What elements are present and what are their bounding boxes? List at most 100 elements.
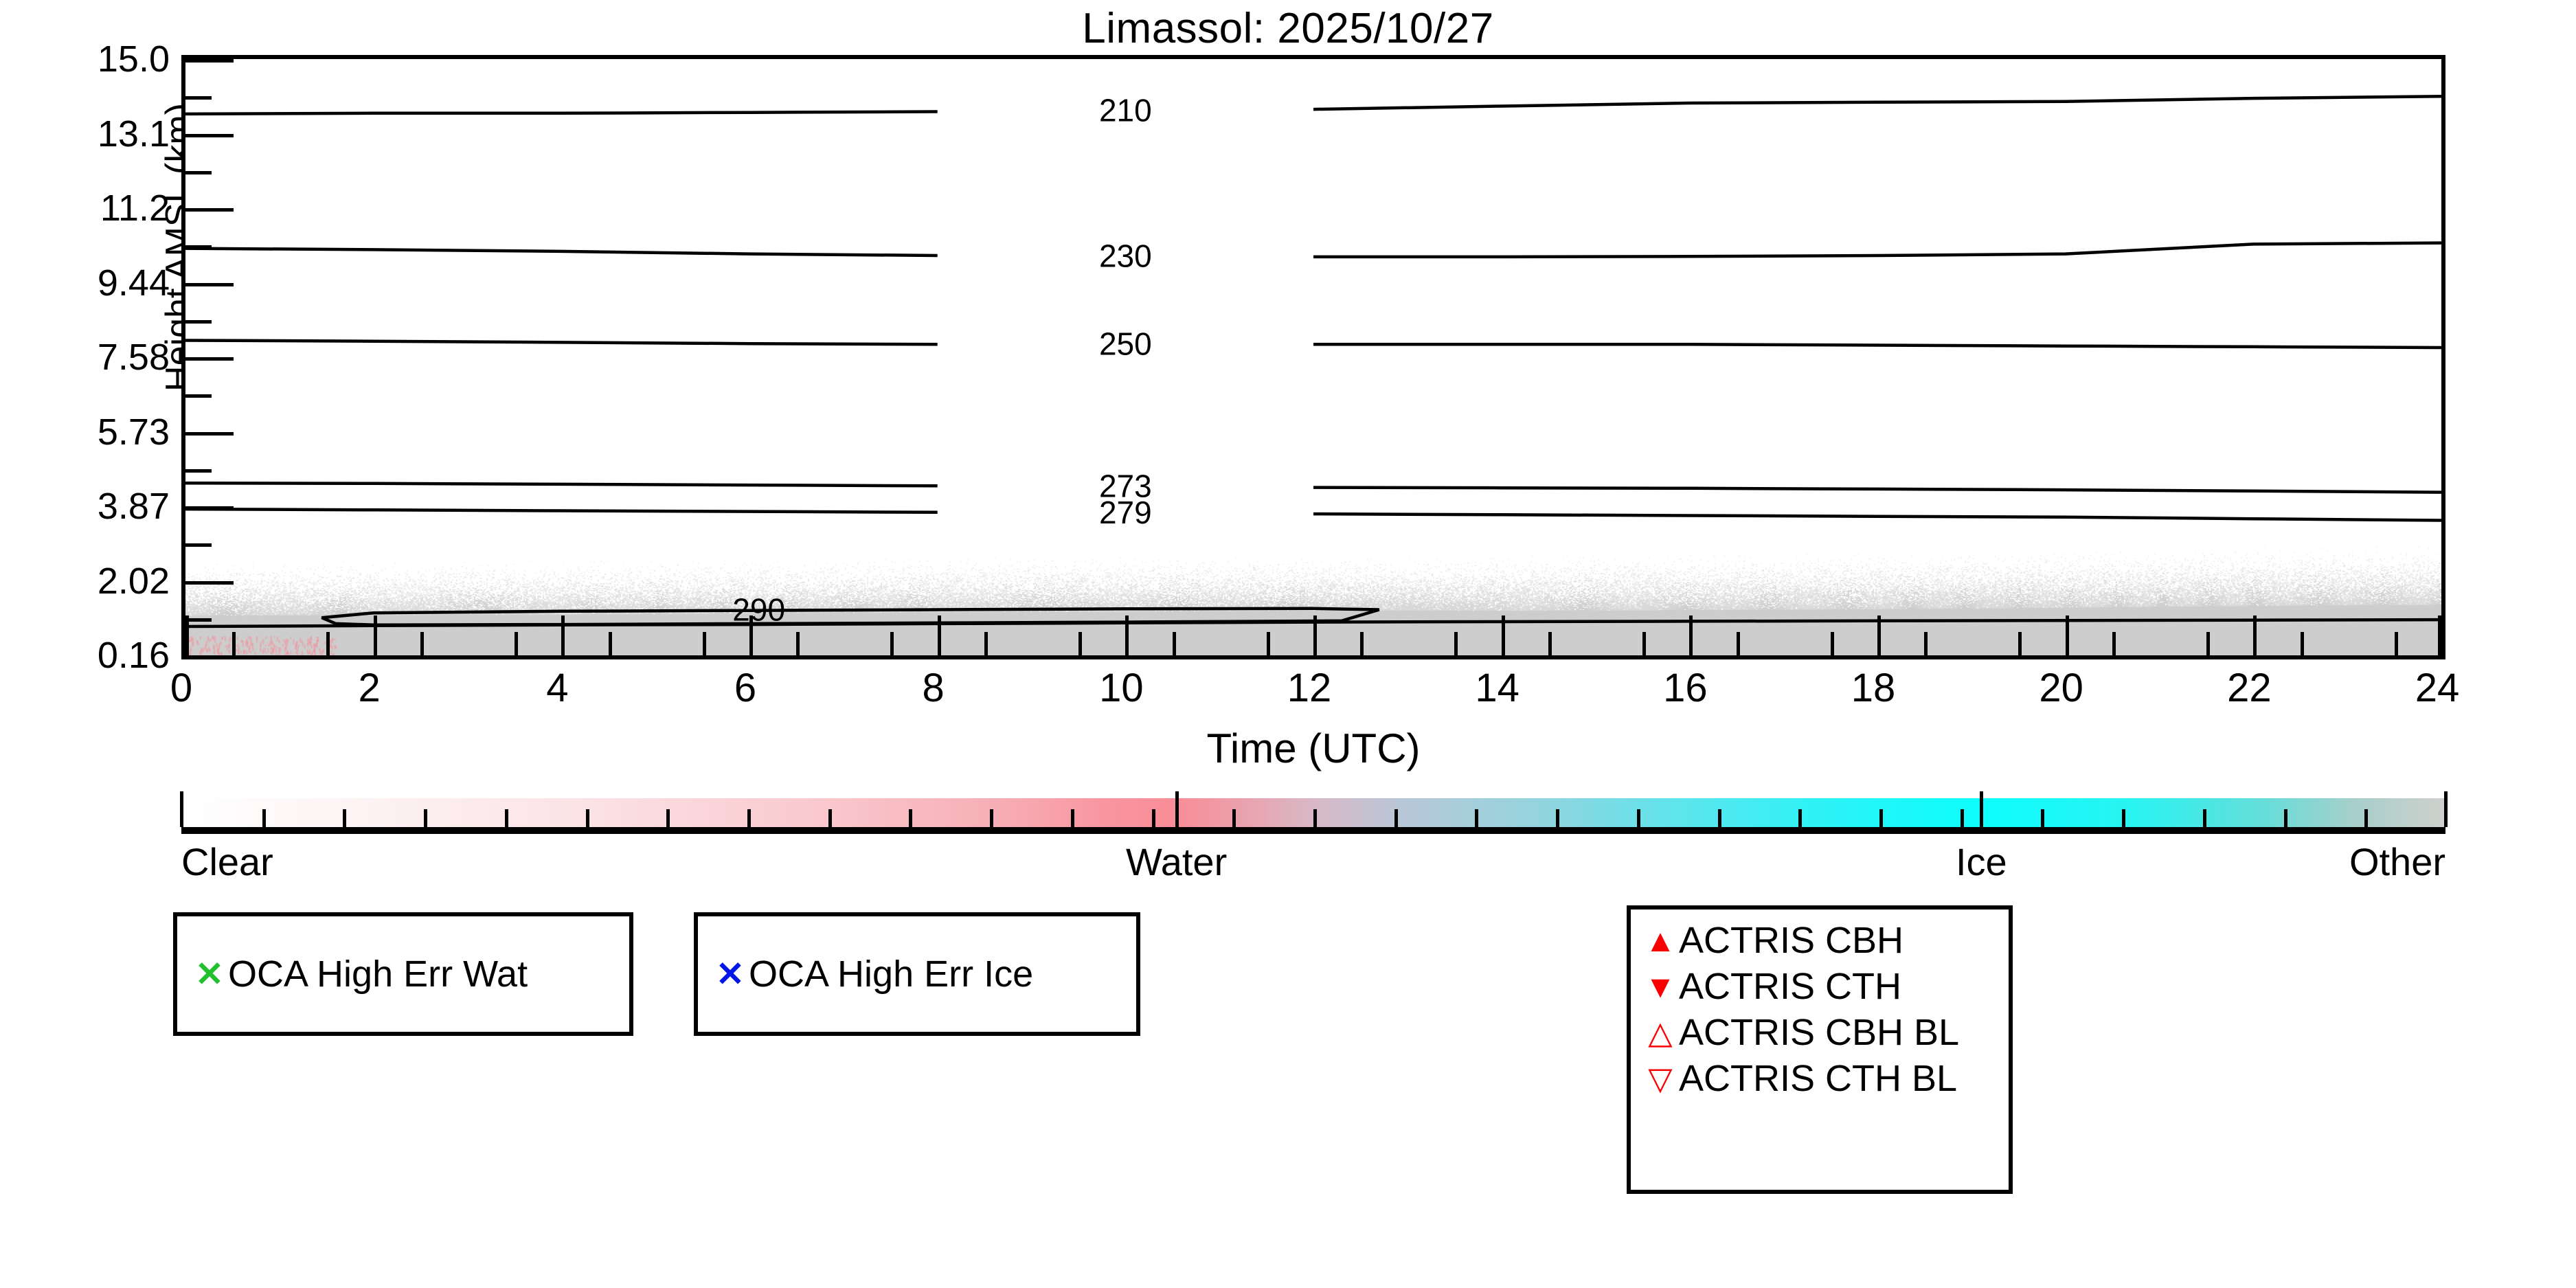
x-tick-label: 12 xyxy=(1287,666,1332,710)
x-minor-tick-mark xyxy=(2018,632,2022,655)
colorbar-minor-tick xyxy=(828,809,832,827)
y-minor-tick-mark xyxy=(185,96,212,100)
legend-row-actris: △ ACTRIS CBH BL xyxy=(1642,1014,2009,1051)
legend-oca-high-err-ice[interactable]: ✕ OCA High Err Ice xyxy=(694,912,1140,1036)
x-tick-mark xyxy=(2438,615,2441,655)
x-minor-tick-mark xyxy=(1266,632,1270,655)
x-minor-tick-mark xyxy=(2112,632,2116,655)
x-tick-label: 16 xyxy=(1663,666,1708,710)
x-tick-mark xyxy=(185,615,189,655)
legend-row-actris: ▲ ACTRIS CBH xyxy=(1642,922,2009,959)
x-tick-label: 22 xyxy=(2227,666,2272,710)
x-tick-mark xyxy=(749,615,753,655)
contour-label: 290 xyxy=(732,592,785,628)
colorbar-minor-tick xyxy=(504,809,508,827)
colorbar-minor-tick xyxy=(262,809,266,827)
colorbar-minor-tick xyxy=(1717,809,1721,827)
y-minor-tick-mark xyxy=(185,245,212,249)
y-tick-mark xyxy=(185,655,234,659)
x-minor-tick-mark xyxy=(1736,632,1740,655)
colorbar-minor-tick xyxy=(1151,809,1155,827)
colorbar-minor-tick xyxy=(1636,809,1640,827)
y-tick-label: 0.16 xyxy=(97,635,170,676)
y-tick-mark xyxy=(185,59,234,63)
colorbar-minor-tick xyxy=(1475,809,1479,827)
colorbar-major-tick xyxy=(2444,791,2448,827)
x-tick-mark xyxy=(1689,615,1693,655)
x-tick-mark xyxy=(2065,615,2069,655)
x-tick-label: 24 xyxy=(2415,666,2460,710)
x-tick-label: 4 xyxy=(546,666,569,710)
y-tick-label: 3.87 xyxy=(97,486,170,527)
colorbar-minor-tick xyxy=(2041,809,2045,827)
x-tick-label: 18 xyxy=(1851,666,1896,710)
y-minor-tick-mark xyxy=(185,170,212,174)
colorbar-minor-tick xyxy=(343,809,347,827)
colorbar-minor-tick xyxy=(1070,809,1074,827)
triangle-down-filled-icon: ▼ xyxy=(1645,969,1676,1004)
colorbar-major-tick xyxy=(1175,791,1179,827)
y-tick-label: 11.2 xyxy=(100,188,170,229)
colorbar-minor-tick xyxy=(1798,809,1803,827)
legend-label-actris: ACTRIS CBH BL xyxy=(1679,1012,1960,1053)
colorbar-minor-tick xyxy=(2364,809,2369,827)
x-tick-mark xyxy=(2253,615,2257,655)
legend-actris[interactable]: ▲ ACTRIS CBH ▼ ACTRIS CTH △ ACTRIS CBH BL ▽ ACT… xyxy=(1627,905,2013,1194)
legend-oca-high-err-water[interactable]: ✕ OCA High Err Wat xyxy=(173,912,633,1036)
x-minor-tick-mark xyxy=(1360,632,1364,655)
x-tick-label: 6 xyxy=(734,666,757,710)
y-tick-label: 9.44 xyxy=(97,262,170,304)
x-axis-label: Time (UTC) xyxy=(1206,725,1421,771)
contour-label: 230 xyxy=(1099,238,1152,273)
x-minor-tick-mark xyxy=(1172,632,1176,655)
x-tick-mark xyxy=(1313,615,1317,655)
colorbar-minor-tick xyxy=(2283,809,2287,827)
y-axis-tick-labels: 15.0 13.1 11.2 9.44 7.58 5.73 3.87 2.02 0.16 xyxy=(0,38,172,676)
colorbar-minor-tick xyxy=(990,809,994,827)
colorbar-minor-tick xyxy=(2122,809,2126,827)
contour-line-273 xyxy=(185,481,2441,494)
colorbar-minor-tick xyxy=(1313,809,1317,827)
data-field-canvas xyxy=(185,59,2441,655)
y-minor-tick-mark xyxy=(185,468,212,473)
colorbar-minor-tick xyxy=(585,809,589,827)
x-minor-tick-mark xyxy=(232,632,236,655)
x-minor-tick-mark xyxy=(326,632,330,655)
legend-label-actris: ACTRIS CTH xyxy=(1679,966,1901,1007)
x-minor-tick-mark xyxy=(1924,632,1928,655)
colorbar-label-other: Other xyxy=(2349,840,2445,883)
colorbar-gradient xyxy=(180,791,2448,834)
y-tick-mark xyxy=(185,208,234,212)
x-mark-icon: ✕ xyxy=(195,955,224,993)
contour-label: 279 xyxy=(1099,495,1152,530)
x-tick-label: 14 xyxy=(1475,666,1519,710)
x-tick-label: 0 xyxy=(170,666,193,710)
colorbar[interactable] xyxy=(180,791,2448,834)
y-tick-label: 7.58 xyxy=(97,337,170,378)
colorbar-minor-tick xyxy=(1556,809,1560,827)
x-tick-mark xyxy=(1501,615,1505,655)
triangle-up-filled-icon: ▲ xyxy=(1645,923,1676,958)
colorbar-major-tick xyxy=(1980,791,1984,827)
contour-line-279 xyxy=(185,507,2441,522)
y-tick-mark xyxy=(185,431,234,436)
x-tick-mark xyxy=(373,615,377,655)
x-minor-tick-mark xyxy=(2394,632,2398,655)
axis-ticks xyxy=(185,59,2441,659)
contour-line-230 xyxy=(185,241,2441,259)
legend-label-actris: ACTRIS CTH BL xyxy=(1679,1058,1958,1099)
colorbar-minor-tick xyxy=(909,809,913,827)
x-mark-icon: ✕ xyxy=(716,955,745,993)
contour-label: 210 xyxy=(1099,92,1152,128)
colorbar-minor-tick xyxy=(424,809,428,827)
colorbar-minor-tick xyxy=(1232,809,1236,827)
colorbar-minor-tick xyxy=(1879,809,1883,827)
colorbar-label-water: Water xyxy=(1125,840,1228,883)
legend-label-actris: ACTRIS CBH xyxy=(1679,920,1904,961)
legend-label-oca-water: OCA High Err Wat xyxy=(228,953,528,995)
x-minor-tick-mark xyxy=(420,632,425,655)
y-tick-mark xyxy=(185,133,234,137)
plot-area[interactable]: 210 230 250 273 279 290 xyxy=(181,55,2445,659)
x-axis-tick-labels: 0 2 4 6 8 10 12 14 16 18 20 22 24 xyxy=(170,665,2459,713)
x-tick-mark xyxy=(1877,615,1881,655)
